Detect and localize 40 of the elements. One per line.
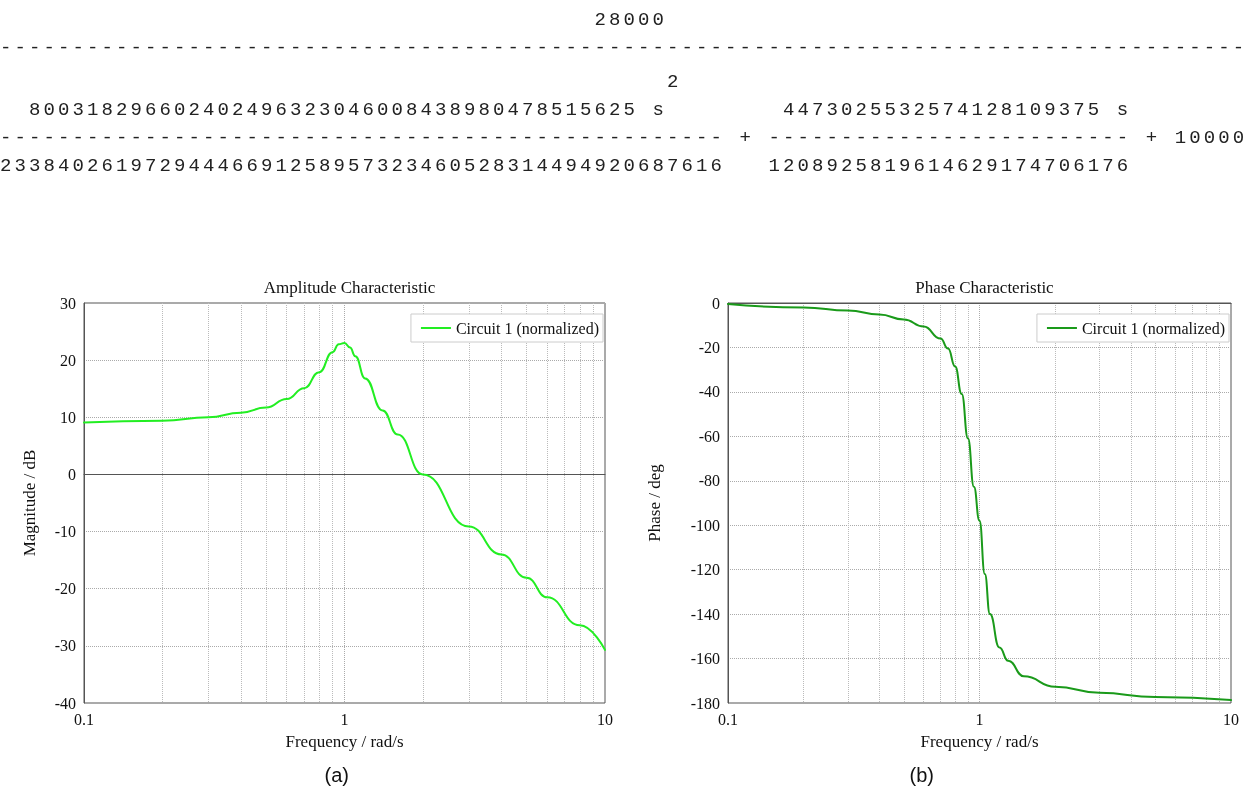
x-tick-label: 1 <box>975 710 984 728</box>
y-axis-title: Magnitude / dB <box>20 449 39 557</box>
y-tick-label: -120 <box>690 561 720 579</box>
y-tick-label: -10 <box>54 523 76 541</box>
y-tick-label: -20 <box>698 338 720 356</box>
y-tick-label: -40 <box>698 383 720 401</box>
text: (b) <box>909 764 934 786</box>
x-axis-title: Frequency / rad/s <box>285 732 404 751</box>
text: 2 <box>666 70 683 95</box>
text: 23384026197294446691258957323460528314494920687616 1208925819614629174706176 <box>0 154 1133 179</box>
y-tick-label: 10 <box>60 408 76 426</box>
x-tick-label: 0.1 <box>718 710 738 728</box>
y-tick-label: -40 <box>54 694 76 712</box>
text: -------------------------------------------------------------------------------------- <box>0 36 1249 61</box>
chart-title: Amplitude Characteristic <box>263 278 436 297</box>
text: (a) <box>324 764 349 786</box>
y-tick-label: 0 <box>712 294 720 312</box>
y-tick-label: -180 <box>690 694 720 712</box>
text: 28000 <box>593 8 669 33</box>
x-tick-label: 1 <box>340 710 349 728</box>
y-tick-label: -20 <box>54 580 76 598</box>
text: 800318296602402496323046008438980478515625 s 4473025532574128109375 s <box>28 98 1133 123</box>
x-tick-label: 10 <box>1223 710 1239 728</box>
y-tick-label: -100 <box>690 516 720 534</box>
legend-label: Circuit 1 (normalized) <box>1081 319 1225 338</box>
x-tick-label: 10 <box>597 710 613 728</box>
y-tick-label: -60 <box>698 427 720 445</box>
y-tick-label: -30 <box>54 637 76 655</box>
y-tick-label: 0 <box>68 465 76 483</box>
legend-label: Circuit 1 (normalized) <box>455 319 599 338</box>
y-tick-label: -140 <box>690 605 720 623</box>
x-axis-title: Frequency / rad/s <box>920 732 1039 751</box>
y-tick-label: 30 <box>60 294 76 312</box>
chart-title: Phase Characteristic <box>915 278 1055 297</box>
y-tick-label: -160 <box>690 650 720 668</box>
text: -------------------------------------------------- + ------------------------- + 10000 <box>0 126 1249 151</box>
x-tick-label: 0.1 <box>74 710 94 728</box>
y-axis-title: Phase / deg <box>645 463 664 542</box>
y-tick-label: -80 <box>698 472 720 490</box>
y-tick-label: 20 <box>60 351 76 369</box>
